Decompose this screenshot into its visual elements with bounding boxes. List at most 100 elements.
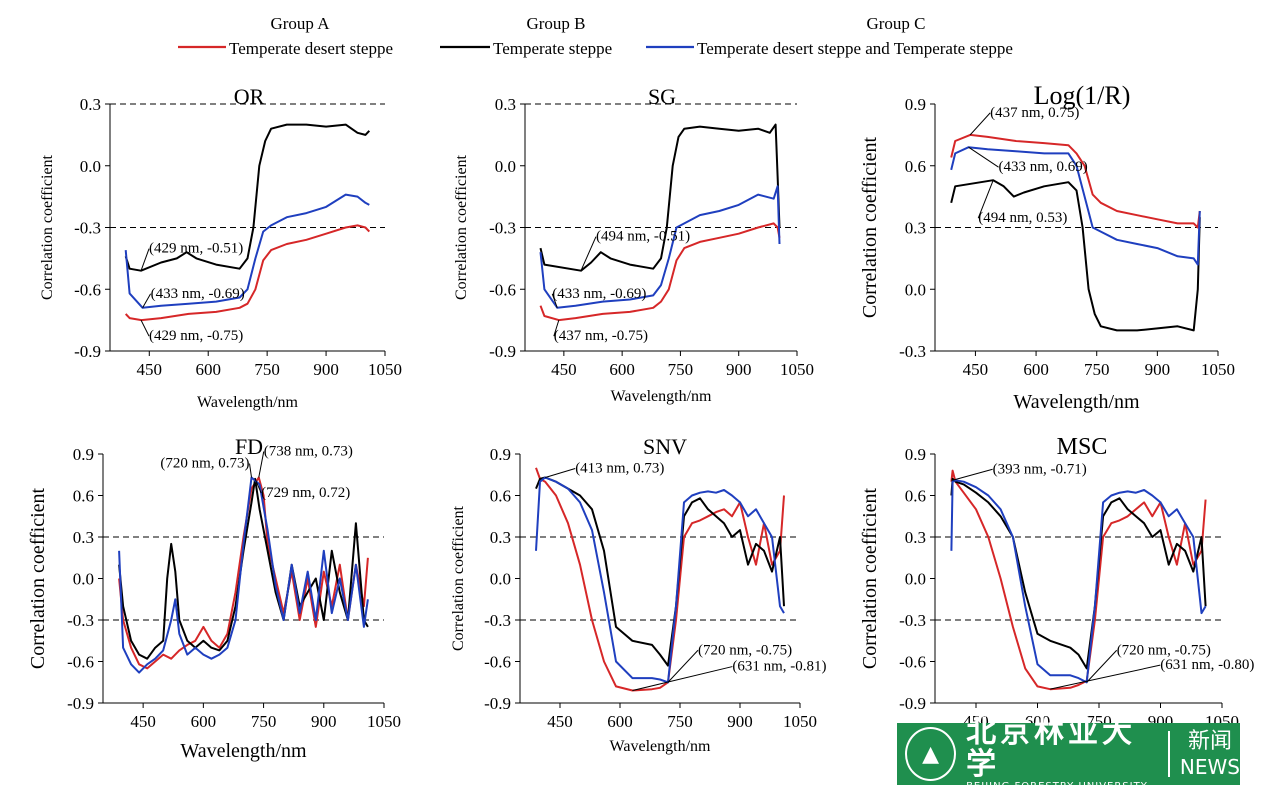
series-line-2 [535, 476, 785, 667]
series-line-3 [118, 476, 369, 674]
annotation-leader [142, 293, 152, 309]
y-tick-label: -0.3 [67, 611, 94, 630]
x-axis-label: Wavelength/nm [197, 394, 298, 411]
panel-title: OR [234, 84, 265, 109]
annotation-label: (738 nm, 0.73) [264, 444, 353, 460]
annotation-label: (413 nm, 0.73) [575, 461, 664, 477]
x-tick-label: 750 [668, 360, 694, 379]
x-tick-label: 450 [963, 360, 989, 379]
annotation-leader [1086, 649, 1118, 683]
y-tick-label: 0.0 [905, 280, 926, 299]
watermark-divider [1168, 731, 1170, 777]
watermark-logo: ▲ 北京林业大学 BEIJING FORESTRY UNIVERSITY 新闻 … [897, 716, 1240, 792]
watermark-news-en: NEWS [1179, 755, 1240, 779]
legend-label-2: Temperate steppe [493, 39, 612, 58]
y-tick-label: 0.0 [495, 157, 516, 176]
annotation-label: (720 nm, -0.75) [1117, 642, 1211, 658]
series-line-1 [535, 467, 785, 692]
chart-panels: -0.9 -0.6 -0.3 0.0 0.3 450 600 750 900 1050 OR Wave… [27, 81, 1254, 764]
annotation-leader [969, 112, 991, 136]
x-tick-label: 600 [609, 360, 635, 379]
x-tick-label: 1050 [1201, 360, 1235, 379]
y-tick-label: 0.6 [905, 157, 926, 176]
x-tick-label: 750 [1084, 360, 1110, 379]
x-tick-label: 450 [137, 360, 163, 379]
annotation-leader [551, 293, 558, 308]
watermark-cn: 北京林业大学 [966, 714, 1137, 782]
annotation-label: (720 nm, -0.75) [698, 642, 792, 658]
annotation-leader [968, 146, 999, 168]
y-tick-label: -0.9 [484, 694, 511, 713]
annotation-label: (631 nm, -0.80) [1160, 657, 1254, 673]
x-tick-label: 600 [191, 712, 217, 731]
panel-title: FD [235, 434, 263, 459]
y-tick-label: -0.3 [489, 219, 516, 238]
y-tick-label: -0.6 [899, 653, 926, 672]
annotation-label: (429 nm, -0.75) [149, 328, 243, 344]
series-line-3 [535, 476, 785, 684]
annotation-leader [140, 248, 150, 271]
watermark-news: 新闻 NEWS [1180, 729, 1240, 779]
y-tick-label: -0.6 [67, 653, 94, 672]
legend-group-label-3: Group C [866, 14, 925, 33]
series-line-2 [124, 123, 371, 272]
annotation-leader [580, 236, 597, 271]
watermark-news-cn: 新闻 [1187, 729, 1232, 754]
y-tick-label: -0.9 [74, 342, 101, 361]
x-tick-label: 750 [254, 360, 280, 379]
x-tick-label: 1050 [780, 360, 814, 379]
legend-label-1: Temperate desert steppe [229, 39, 393, 58]
panel-title: MSC [1057, 434, 1108, 460]
x-tick-label: 1050 [783, 712, 817, 731]
y-tick-label: 0.6 [490, 487, 511, 506]
annotation-leader [952, 468, 993, 481]
y-tick-label: 0.0 [905, 570, 926, 589]
y-axis-label: Correlation coefficient [859, 136, 881, 318]
x-tick-label: 900 [726, 360, 752, 379]
tree-icon: ▲ [905, 727, 957, 781]
annotation-label: (437 nm, 0.75) [990, 105, 1079, 121]
y-tick-label: 0.0 [73, 570, 94, 589]
y-tick-label: -0.6 [489, 280, 516, 299]
y-tick-label: 0.3 [495, 95, 516, 114]
x-tick-label: 1050 [368, 360, 402, 379]
y-tick-label: 0.6 [905, 487, 926, 506]
panel-1: -0.9 -0.6 -0.3 0.0 0.3 450 600 750 900 1050 OR Wave… [39, 84, 402, 411]
y-tick-label: -0.6 [484, 653, 511, 672]
x-tick-label: 750 [667, 712, 693, 731]
watermark-names: 北京林业大学 BEIJING FORESTRY UNIVERSITY [966, 714, 1158, 792]
annotation-leader [1050, 664, 1161, 690]
y-tick-label: -0.3 [899, 342, 926, 361]
annotation-leader [545, 468, 576, 478]
annotation-leader [249, 463, 253, 478]
y-axis-label: Correlation coefficient [39, 154, 56, 300]
annotation-leader [632, 666, 733, 692]
series-line-2 [118, 477, 369, 660]
y-tick-label: 0.3 [490, 528, 511, 547]
panel-title: Log(1/R) [1034, 81, 1131, 110]
series-line-3 [950, 146, 1201, 266]
series-line-1 [950, 469, 1207, 691]
annotation-label: (494 nm, 0.53) [978, 210, 1067, 226]
y-tick-label: 0.3 [905, 528, 926, 547]
panel-title: SG [648, 84, 676, 109]
annotation-label: (720 nm, 0.73) [160, 456, 249, 472]
annotation-label: (631 nm, -0.81) [732, 659, 826, 675]
series-line-1 [124, 224, 371, 322]
y-tick-label: 0.9 [905, 95, 926, 114]
x-axis-label: Wavelength/nm [1013, 391, 1140, 413]
x-axis-label: Wavelength/nm [610, 738, 711, 755]
legend: Group A Group B Group C Temperate desert st… [178, 14, 1013, 58]
annotation-leader [254, 478, 262, 494]
x-tick-label: 900 [1145, 360, 1171, 379]
y-tick-label: -0.9 [489, 342, 516, 361]
annotation-leader [977, 179, 994, 219]
x-tick-label: 450 [130, 712, 156, 731]
panel-5: -0.9 -0.6 -0.3 0.0 0.3 0.6 0.9 450 600 750 900 1050… [450, 434, 827, 755]
y-tick-label: 0.3 [80, 95, 101, 114]
annotation-label: (393 nm, -0.71) [993, 461, 1087, 477]
x-tick-label: 900 [313, 360, 339, 379]
series-line-2 [539, 123, 781, 272]
panel-3: -0.3 0.0 0.3 0.6 0.9 450 600 750 900 1050 Log(1/R)… [859, 81, 1235, 413]
